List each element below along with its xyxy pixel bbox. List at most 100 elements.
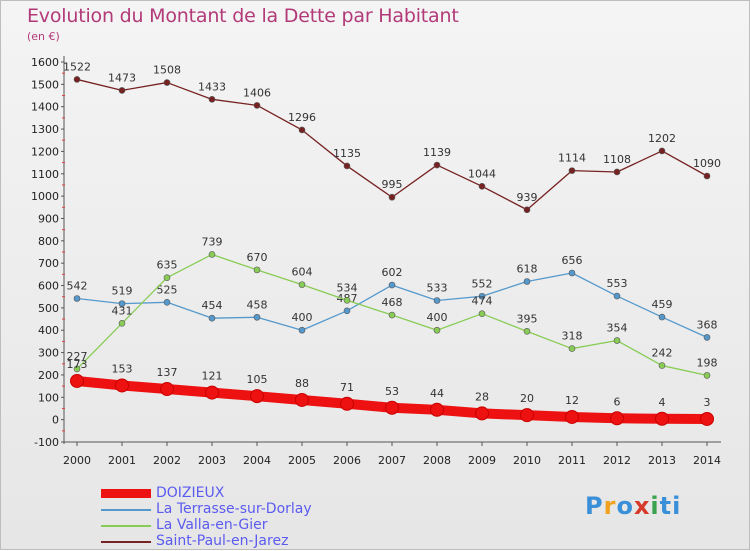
proxiti-logo: Proxiti: [585, 492, 681, 520]
data-point-la-terrasse-sur-dorlay: [163, 298, 171, 306]
data-label-doizieux: 6: [614, 395, 621, 408]
data-point-la-terrasse-sur-dorlay: [658, 313, 666, 321]
y-tick-label: 1400: [31, 101, 59, 114]
data-point-doizieux: [340, 396, 354, 411]
y-tick-label: 0: [52, 414, 59, 427]
data-point-doizieux: [610, 411, 624, 426]
y-tick-label: 900: [38, 212, 59, 225]
y-tick-label: 600: [38, 280, 59, 293]
data-label-doizieux: 173: [67, 358, 88, 371]
data-label-la-valla-en-gier: 242: [652, 347, 673, 360]
data-point-la-valla-en-gier: [523, 328, 531, 335]
data-point-la-valla-en-gier: [658, 362, 666, 369]
data-point-doizieux: [520, 408, 534, 423]
y-tick-label: 1200: [31, 145, 59, 158]
data-label-la-valla-en-gier: 534: [337, 281, 358, 294]
data-point-la-terrasse-sur-dorlay: [253, 313, 261, 321]
data-point-saint-paul-en-jarez: [388, 193, 396, 201]
data-label-saint-paul-en-jarez: 1473: [108, 71, 136, 84]
legend-swatch: [101, 525, 151, 527]
data-label-doizieux: 71: [340, 381, 354, 394]
logo-letter: i: [650, 492, 660, 520]
data-label-doizieux: 153: [112, 362, 133, 375]
legend-swatch: [101, 541, 151, 543]
data-point-saint-paul-en-jarez: [658, 147, 666, 155]
data-label-la-valla-en-gier: 670: [247, 251, 268, 264]
data-point-saint-paul-en-jarez: [253, 102, 261, 109]
x-tick-label: 2000: [63, 454, 91, 467]
x-tick-label: 2004: [243, 454, 271, 467]
data-label-la-valla-en-gier: 739: [202, 235, 223, 248]
data-label-saint-paul-en-jarez: 1508: [153, 64, 181, 77]
logo-letter: r: [603, 492, 617, 520]
data-label-doizieux: 3: [704, 396, 711, 409]
data-point-la-terrasse-sur-dorlay: [208, 314, 216, 322]
data-point-doizieux: [70, 373, 84, 388]
legend-label: DOIZIEUX: [156, 485, 225, 501]
data-point-la-terrasse-sur-dorlay: [433, 297, 441, 304]
logo-letter: t: [659, 492, 673, 520]
x-tick-label: 2005: [288, 454, 316, 467]
data-label-doizieux: 88: [295, 377, 309, 390]
y-tick-label: 100: [38, 391, 59, 404]
data-label-doizieux: 20: [520, 392, 534, 405]
data-label-saint-paul-en-jarez: 1139: [423, 146, 451, 159]
data-label-saint-paul-en-jarez: 1108: [603, 153, 631, 166]
data-label-la-valla-en-gier: 468: [382, 296, 403, 309]
data-label-la-terrasse-sur-dorlay: 519: [112, 285, 133, 298]
data-point-la-valla-en-gier: [343, 296, 351, 304]
y-tick-label: 1000: [31, 190, 59, 203]
data-label-la-valla-en-gier: 395: [517, 312, 538, 325]
x-tick-label: 2007: [378, 454, 406, 467]
data-label-saint-paul-en-jarez: 1090: [693, 157, 721, 170]
data-label-la-terrasse-sur-dorlay: 525: [157, 283, 178, 296]
legend-label: La Terrasse-sur-Dorlay: [156, 501, 312, 517]
data-point-la-valla-en-gier: [163, 274, 171, 282]
data-label-la-valla-en-gier: 635: [157, 259, 178, 272]
x-tick-label: 2011: [558, 454, 586, 467]
data-point-doizieux: [700, 411, 714, 426]
data-point-la-valla-en-gier: [118, 320, 126, 327]
y-tick-label: 1500: [31, 78, 59, 91]
data-point-saint-paul-en-jarez: [343, 162, 351, 170]
data-label-la-valla-en-gier: 318: [562, 330, 583, 343]
logo-letter: o: [616, 492, 634, 520]
data-label-saint-paul-en-jarez: 1135: [333, 147, 361, 160]
y-tick-label: 1100: [31, 168, 59, 181]
x-tick-label: 2003: [198, 454, 226, 467]
data-label-la-terrasse-sur-dorlay: 656: [562, 254, 583, 267]
data-point-doizieux: [115, 378, 129, 393]
y-tick-label: 800: [38, 235, 59, 248]
data-label-la-terrasse-sur-dorlay: 459: [652, 298, 673, 311]
data-point-la-terrasse-sur-dorlay: [73, 295, 81, 302]
x-tick-label: 2012: [603, 454, 631, 467]
data-point-doizieux: [655, 411, 669, 426]
data-point-saint-paul-en-jarez: [118, 87, 126, 94]
data-label-la-terrasse-sur-dorlay: 553: [607, 277, 628, 290]
x-tick-label: 2002: [153, 454, 181, 467]
data-label-la-terrasse-sur-dorlay: 552: [472, 277, 493, 290]
data-point-la-valla-en-gier: [388, 311, 396, 319]
data-label-la-terrasse-sur-dorlay: 458: [247, 298, 268, 311]
x-tick-label: 2008: [423, 454, 451, 467]
chart-unit-label: (en €): [27, 30, 60, 43]
data-label-saint-paul-en-jarez: 1296: [288, 111, 316, 124]
data-label-saint-paul-en-jarez: 1202: [648, 132, 676, 145]
data-label-doizieux: 105: [247, 373, 268, 386]
data-point-la-valla-en-gier: [73, 365, 81, 373]
data-point-saint-paul-en-jarez: [73, 76, 81, 83]
data-point-saint-paul-en-jarez: [433, 161, 441, 169]
data-label-la-terrasse-sur-dorlay: 542: [67, 279, 88, 292]
data-label-la-terrasse-sur-dorlay: 602: [382, 266, 403, 279]
data-point-saint-paul-en-jarez: [703, 172, 711, 180]
data-point-la-terrasse-sur-dorlay: [613, 292, 621, 300]
legend-swatch: [101, 509, 151, 511]
data-point-la-valla-en-gier: [613, 337, 621, 344]
data-point-la-valla-en-gier: [208, 251, 216, 258]
chart-title: Evolution du Montant de la Dette par Hab…: [27, 5, 459, 27]
data-point-la-valla-en-gier: [478, 310, 486, 317]
data-point-la-terrasse-sur-dorlay: [478, 292, 486, 300]
legend-label: Saint-Paul-en-Jarez: [156, 533, 289, 549]
data-label-la-valla-en-gier: 354: [607, 322, 628, 335]
